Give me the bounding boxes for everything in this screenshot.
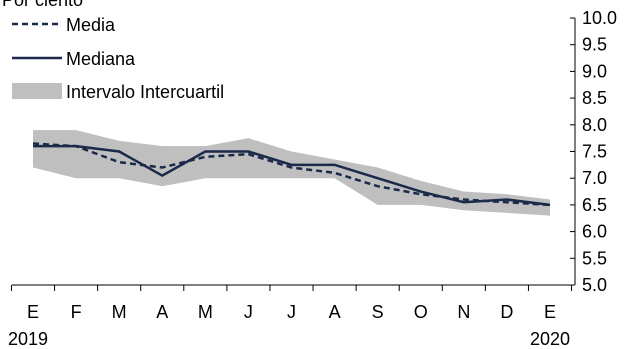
y-tick-label: 9.5 [582,35,607,55]
x-tick-label: M [112,302,127,322]
y-tick-label: 8.0 [582,115,607,135]
x-tick-label: J [287,302,296,322]
x-tick-label: A [329,302,341,322]
legend-media-label: Media [66,15,116,35]
y-tick-label: 10.0 [582,8,617,28]
legend: Media Mediana Intervalo Intercuartil [12,15,224,102]
legend-band-label: Intervalo Intercuartil [66,82,224,102]
x-tick-label: D [500,302,513,322]
chart-title: Por ciento [2,0,83,10]
series-lines [32,142,551,207]
year-label-end: 2020 [530,329,570,349]
y-tick-label: 7.0 [582,168,607,188]
y-tick-label: 5.5 [582,248,607,268]
x-tick-label: M [198,302,213,322]
legend-band-swatch [12,83,62,99]
y-axis-ticks: 10.0 9.5 9.0 8.5 8.0 7.5 7.0 6.5 6.0 5.5 5.0 [570,8,617,295]
x-tick-label: S [372,302,384,322]
year-label-start: 2019 [8,329,48,349]
band-area [33,130,550,216]
y-tick-label: 7.5 [582,142,607,162]
y-tick-label: 5.0 [582,275,607,295]
x-tick-label: N [457,302,470,322]
y-tick-label: 6.5 [582,195,607,215]
x-tick-label: J [244,302,253,322]
legend-mediana-label: Mediana [66,49,136,69]
y-tick-label: 9.0 [582,61,607,81]
interquartile-band [33,130,550,216]
x-tick-label: E [27,302,39,322]
x-tick-label: A [156,302,168,322]
y-tick-label: 6.0 [582,222,607,242]
series-line-mediana [33,144,551,207]
series-line-media [32,142,551,207]
x-tick-label: E [544,302,556,322]
x-tick-label: O [414,302,428,322]
x-tick-label: F [71,302,82,322]
y-tick-label: 8.5 [582,88,607,108]
